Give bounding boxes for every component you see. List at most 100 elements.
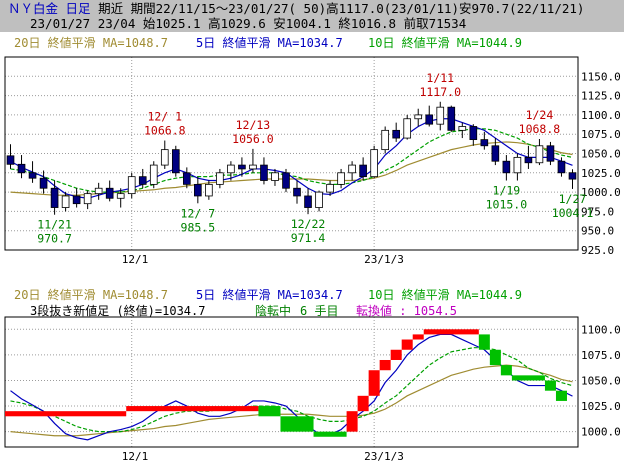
line-break-brick — [511, 375, 545, 381]
candle-body — [50, 187, 59, 208]
candle-body — [425, 114, 434, 125]
annotation-date: 12/ 1 — [147, 110, 182, 124]
candle-body — [557, 160, 566, 174]
candle-body — [238, 164, 246, 170]
y-tick-label: 925.0 — [581, 244, 614, 257]
candle-body — [403, 118, 412, 139]
annotation-price: 1056.0 — [232, 132, 274, 146]
candle-body — [183, 172, 191, 185]
candle-body — [17, 163, 26, 174]
candle-body — [61, 195, 70, 208]
candle-body — [458, 126, 467, 131]
line-break-brick — [368, 370, 380, 396]
line-break-brick — [544, 380, 556, 391]
annotation-date: 12/ 7 — [181, 206, 216, 220]
candle-body — [480, 139, 489, 147]
y-tick-label: 1075.0 — [581, 128, 621, 141]
candle-body — [271, 172, 279, 181]
annotation-price: 970.7 — [37, 232, 72, 246]
line-break-brick — [313, 431, 347, 437]
candle-body — [381, 129, 389, 151]
candle-body — [546, 145, 555, 162]
last-bar-summary: 23/01/27 23/04 始1025.1 高1029.6 安1004.1 終… — [30, 16, 467, 31]
candle-body — [469, 126, 478, 141]
line-break-brick — [379, 359, 391, 371]
candle-body — [315, 191, 323, 208]
indicator-state: 陰転中 — [255, 303, 291, 318]
annotation-date: 1/24 — [526, 108, 554, 122]
x-tick-label: 12/1 — [122, 253, 149, 266]
candle-body — [337, 172, 345, 185]
candle-body — [227, 164, 235, 174]
annotation-price: 1117.0 — [419, 85, 461, 99]
candle-body — [326, 183, 334, 193]
candle-body — [293, 187, 301, 197]
ma10-line — [10, 347, 573, 433]
chart-background — [0, 32, 624, 475]
line-break-brick — [401, 339, 413, 350]
y-tick-label: 1100.0 — [581, 109, 621, 122]
x-tick-label: 23/1/3 — [364, 450, 404, 463]
candle-body — [83, 193, 92, 205]
y-tick-label: 1075.0 — [581, 349, 621, 362]
candle-body — [6, 155, 15, 165]
line-break-brick — [346, 411, 358, 432]
candle-body — [359, 164, 367, 178]
x-tick-label: 23/1/3 — [364, 253, 404, 266]
period-summary: 期近 期間22/11/15～23/01/27( 50)高1117.0(23/01… — [98, 1, 585, 16]
candlestick-panel: 925.0 950.0 975.0 1000.0 1025.0 1050.0 1075.0 1… — [4, 35, 621, 266]
candle-body — [414, 114, 423, 120]
ma5-line — [10, 118, 573, 199]
candle-body — [171, 149, 180, 174]
candle-body — [568, 172, 577, 180]
y-tick-label: 1100.0 — [581, 323, 621, 336]
line-break-brick — [412, 334, 424, 340]
line-break-brick — [390, 349, 402, 360]
plot-frame — [4, 316, 579, 448]
annotation-price: 971.4 — [291, 231, 326, 245]
annotation-date: 12/22 — [291, 217, 326, 231]
line-break-brick — [258, 406, 281, 417]
annotation-price: 1004.1 — [552, 206, 594, 220]
instrument-title: ＮＹ白金 日足 — [8, 1, 91, 16]
candle-body — [127, 176, 136, 195]
candle-body — [28, 172, 37, 179]
line-break-brick — [357, 395, 369, 412]
candle-body — [216, 172, 224, 185]
line-break-brick — [280, 416, 314, 432]
candle-body — [194, 183, 202, 197]
y-tick-label: 1050.0 — [581, 148, 621, 161]
candle-body — [304, 195, 312, 208]
legend-entry: 20日 終値平滑 MA=1048.7 — [14, 287, 168, 302]
line-break-brick — [489, 349, 501, 366]
candle-body — [94, 187, 103, 195]
candle-body — [491, 145, 500, 162]
y-tick-label: 950.0 — [581, 225, 614, 238]
annotation-price: 1068.8 — [519, 122, 561, 136]
candle-body — [105, 187, 114, 199]
annotation-date: 1/11 — [426, 71, 454, 85]
annotation-date: 11/21 — [37, 218, 72, 232]
candle-body — [249, 164, 257, 170]
y-tick-label: 1000.0 — [581, 186, 621, 199]
y-tick-label: 1125.0 — [581, 90, 621, 103]
legend-entry: 20日 終値平滑 MA=1048.7 — [14, 35, 168, 50]
candle-body — [39, 177, 48, 189]
y-tick-label: 1050.0 — [581, 374, 621, 387]
line-break-brick — [500, 365, 512, 376]
line-break-brick — [423, 329, 479, 335]
y-tick-label: 1150.0 — [581, 70, 621, 83]
indicator-name: 3段抜き新値足 (終値)=1034.7 — [30, 303, 205, 318]
line-break-brick — [126, 406, 259, 412]
annotation-price: 985.5 — [181, 220, 216, 234]
line-break-brick — [478, 334, 490, 350]
annotation-date: 12/13 — [236, 118, 271, 132]
candle-body — [392, 129, 400, 139]
candle-body — [260, 164, 268, 181]
indicator-turn: 6 手目 — [300, 304, 338, 318]
candle-body — [348, 164, 356, 174]
line-break-brick — [5, 411, 127, 417]
candle-body — [138, 176, 147, 185]
y-tick-label: 975.0 — [581, 205, 614, 218]
